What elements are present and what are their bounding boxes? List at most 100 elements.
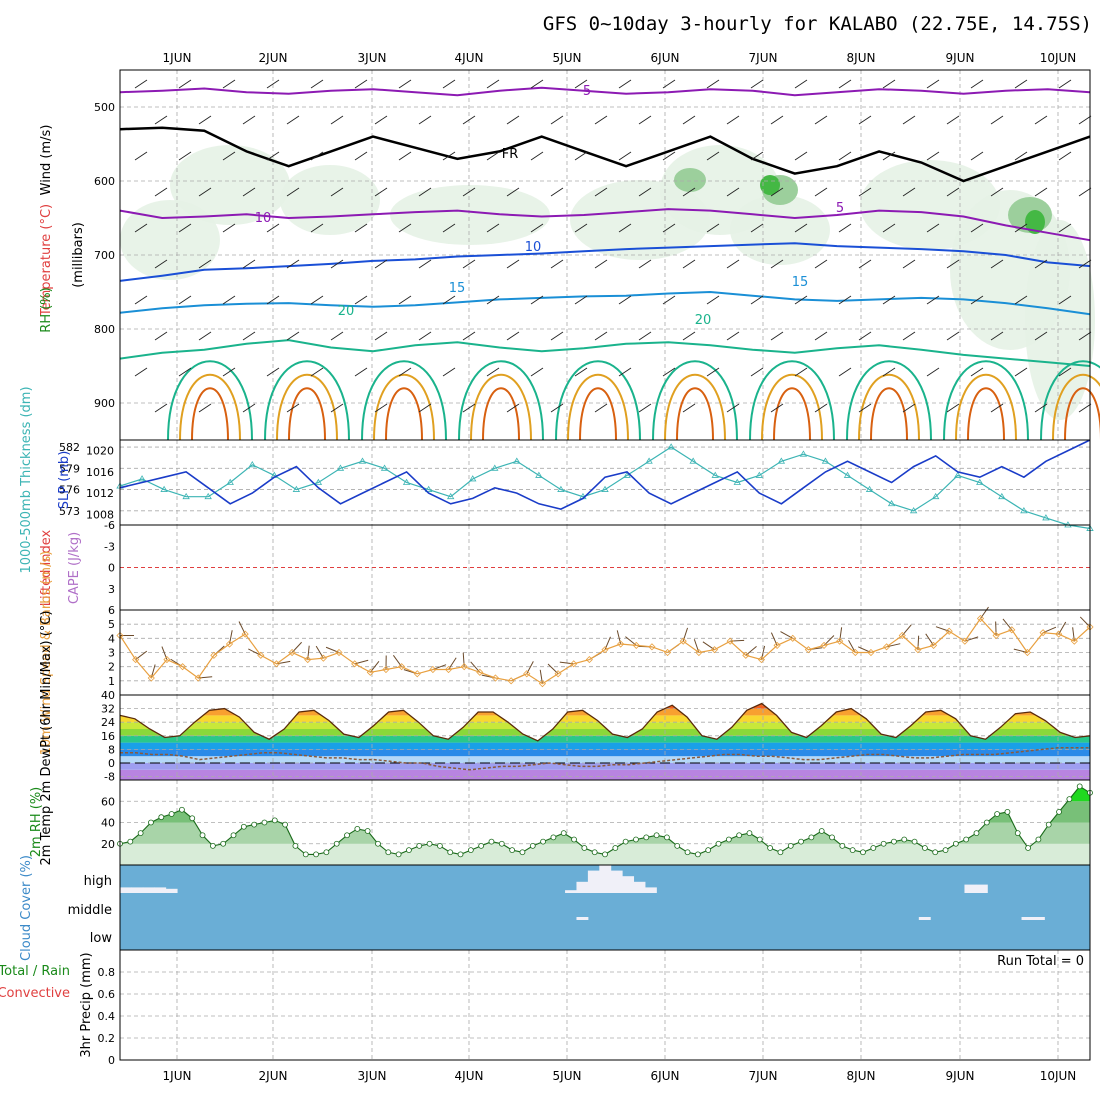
thickness-point: [689, 457, 697, 464]
wind-barb: [398, 79, 412, 89]
thickness-slp-panel: 573 576 579 582 1008 1012 1016 1020 1000-500mb …: [19, 386, 1094, 574]
thickness-point: [799, 450, 808, 457]
wind-barb: [882, 223, 896, 233]
rh-point: [1066, 796, 1073, 803]
rh-point: [127, 838, 134, 845]
cloud-bar-high: [633, 881, 646, 893]
wind-speed-point: [710, 646, 719, 654]
wind-barb: [550, 187, 564, 197]
thickness-point: [1042, 514, 1050, 521]
wind-barb: [442, 367, 456, 377]
wind-barb: [750, 151, 764, 161]
wind-speed-point: [351, 660, 359, 668]
rh-point: [364, 828, 371, 834]
wind-barb: [882, 79, 896, 89]
wind-barb: [310, 223, 324, 233]
wind-barb: [926, 151, 940, 161]
thickness-point: [402, 478, 411, 485]
rh-contour-fill: [674, 168, 706, 192]
temperature-label: 2m Temp 2m DewPt (6hr Min/Max) (°C): [39, 611, 54, 866]
y-tick-label: 582: [59, 441, 80, 454]
rh-point: [1045, 821, 1052, 828]
rh-point: [777, 849, 784, 856]
rh-point: [664, 834, 670, 841]
rh-point: [230, 832, 237, 839]
isotherm-15: [119, 290, 1091, 316]
wind-speed-point: [726, 637, 734, 645]
isotherm-lower: [458, 360, 544, 441]
isotherm-lower: [288, 387, 326, 441]
rh-point: [540, 838, 546, 845]
isotherm-lower: [749, 360, 835, 441]
wind-speed-point: [601, 646, 609, 654]
wind-barb: [594, 331, 608, 341]
wind-speed-point: [1023, 648, 1031, 657]
wind-barb: [286, 331, 300, 341]
wind-barb: [418, 259, 432, 269]
rh-point: [179, 806, 185, 813]
rh-point: [457, 851, 464, 858]
wind-barb: [134, 79, 148, 89]
rh-point: [406, 847, 412, 854]
wind-barb: [442, 79, 456, 89]
rh-point: [973, 830, 980, 837]
lifted-index-panel: -6 -3 0 3 6 Lifted Index CAPE (J/kg): [39, 519, 1091, 617]
wind-barb: [882, 151, 896, 161]
wind-speed-point: [804, 646, 812, 654]
wind-speed-point: [210, 651, 218, 659]
thickness-point: [623, 471, 631, 478]
wind-barb: [266, 295, 280, 305]
rh-point: [426, 840, 433, 847]
wind-barb: [706, 79, 720, 89]
wind-speed-point: [961, 637, 969, 645]
contour-label: 5: [836, 201, 844, 216]
top-date-axis: 1JUN 2JUN 3JUN 4JUN 5JUN 6JUN 7JUN 8JUN 9JUN 10JU…: [163, 51, 1077, 65]
date-label: 7JUN: [749, 1069, 778, 1083]
wind-barb: [442, 223, 456, 233]
upper-air-pressure-label: (millibars): [71, 222, 86, 288]
wind-barb: [354, 367, 368, 377]
rh-point: [1014, 830, 1021, 837]
thickness-point: [358, 457, 367, 464]
wind10m-label: 10m Wind Speed & Barbs (m/s): [39, 551, 54, 756]
wind-barb: [222, 151, 236, 161]
wind-barb: [154, 187, 168, 197]
y-tick-label: 0.4: [98, 1010, 116, 1023]
wind-barb: [134, 223, 148, 233]
wind-barb: [310, 367, 324, 377]
thickness-point: [777, 457, 786, 464]
wind-barb: [662, 79, 676, 89]
wind-speed-point: [319, 654, 327, 662]
rh-contour-fill: [390, 185, 550, 245]
wind-barb: [178, 151, 192, 161]
rh-point: [849, 847, 856, 854]
rh-point: [705, 847, 712, 854]
wind-speed-point: [523, 670, 531, 678]
rh-point: [1035, 836, 1042, 843]
wind-speed-point: [836, 637, 844, 645]
y-tick-label: 500: [94, 101, 115, 114]
wind-barb: [1058, 223, 1072, 233]
cloud-bar-high: [165, 888, 178, 893]
y-tick-label: 0.6: [98, 988, 116, 1001]
wind-barb: [486, 367, 500, 377]
wind-barb: [858, 259, 872, 269]
wind-speed-point: [554, 670, 562, 678]
wind-barb: [838, 295, 852, 305]
wind-speed-point: [648, 643, 656, 651]
wind-barb: [134, 151, 148, 161]
wind-barb: [154, 403, 168, 413]
wind-barb: [154, 259, 168, 269]
wind-barb: [374, 331, 388, 341]
date-label: 1JUN: [163, 51, 192, 65]
thickness-point: [535, 471, 543, 478]
wind-speed-point: [460, 663, 468, 671]
rh-point: [313, 851, 319, 858]
isotherm-lower: [955, 373, 1017, 441]
wind-barb: [618, 79, 632, 89]
y-tick-label: 40: [101, 817, 115, 830]
thickness-point: [469, 475, 477, 482]
wind-barb: [990, 259, 1004, 269]
wind-speed-point: [366, 668, 374, 676]
